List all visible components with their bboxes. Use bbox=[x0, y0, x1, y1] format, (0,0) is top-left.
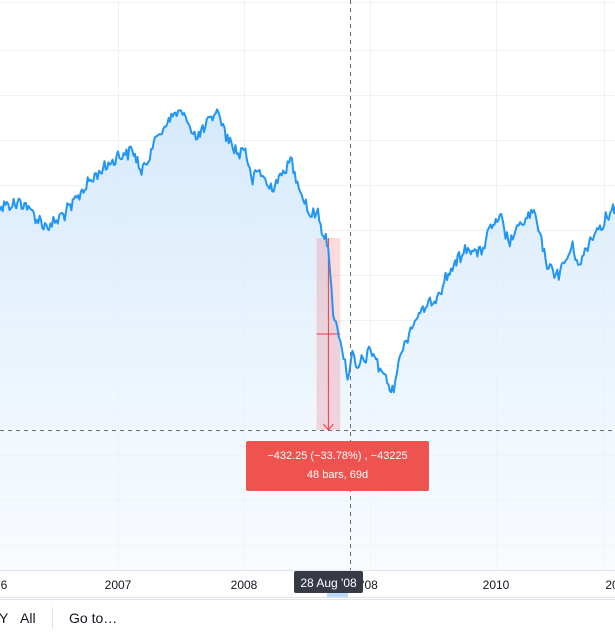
measure-range-axis-highlight bbox=[327, 593, 348, 597]
measure-tool[interactable] bbox=[316, 238, 341, 431]
measure-label-box bbox=[246, 441, 429, 491]
crosshair-date-label-box bbox=[294, 571, 363, 593]
x-tick-label: 6 bbox=[1, 578, 8, 592]
x-tick-label: 2007 bbox=[105, 578, 132, 592]
series-line bbox=[0, 108, 615, 394]
measure-label: −432.25 (−33.78%) , −43225 48 bars, 69d bbox=[246, 441, 429, 491]
measure-label-line2: 48 bars, 69d bbox=[307, 469, 368, 481]
x-tick-label: 2008 bbox=[231, 578, 258, 592]
x-axis[interactable]: 6 2007 2008 '08 2010 20 28 Aug '08 bbox=[0, 570, 615, 598]
range-button-all[interactable]: All bbox=[20, 610, 36, 626]
crosshair-date-label: 28 Aug '08 bbox=[300, 576, 357, 590]
toolbar-divider bbox=[52, 607, 53, 629]
range-button-y[interactable]: Y bbox=[0, 610, 9, 626]
measure-label-line1: −432.25 (−33.78%) , −43225 bbox=[267, 450, 407, 462]
bottom-toolbar: Y All Go to… bbox=[0, 599, 615, 635]
x-tick-label: 2010 bbox=[483, 578, 510, 592]
price-chart[interactable]: −432.25 (−33.78%) , −43225 48 bars, 69d 6… bbox=[0, 0, 615, 600]
x-tick-label: '08 bbox=[362, 578, 378, 592]
series-area-fill bbox=[0, 109, 615, 570]
go-to-date-button[interactable]: Go to… bbox=[69, 610, 118, 626]
x-tick-label: 20 bbox=[605, 578, 615, 592]
